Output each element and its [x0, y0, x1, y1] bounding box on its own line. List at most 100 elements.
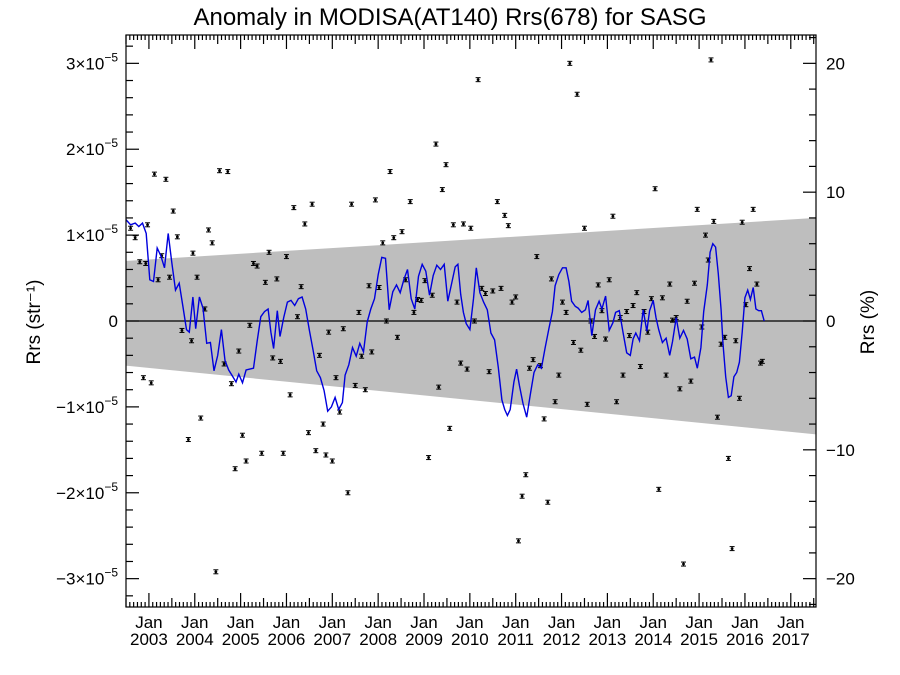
data-point — [394, 334, 400, 340]
y-right-tick-label: 0 — [826, 312, 835, 331]
point-marker — [744, 303, 748, 307]
x-month-label: Jan — [548, 613, 575, 632]
x-year-label: 2014 — [634, 630, 672, 649]
data-point — [595, 282, 601, 288]
data-point — [669, 317, 675, 323]
data-point — [614, 399, 620, 405]
data-point — [280, 450, 286, 456]
data-point — [584, 401, 590, 407]
data-point — [714, 414, 720, 420]
data-point — [167, 274, 173, 280]
point-marker — [646, 330, 650, 334]
data-point — [559, 299, 565, 305]
chart-title: Anomaly in MODISA(AT140) Rrs(678) for SA… — [193, 4, 706, 31]
point-marker — [437, 385, 441, 389]
point-marker — [535, 255, 539, 258]
data-point — [239, 432, 245, 438]
point-marker — [628, 334, 631, 338]
data-point — [422, 278, 428, 284]
point-marker — [353, 384, 357, 387]
data-point — [505, 223, 511, 229]
point-marker — [760, 359, 764, 363]
y-tick-label: 2×10−5 — [66, 136, 118, 159]
x-year-label: 2015 — [680, 630, 718, 649]
point-marker — [279, 359, 282, 363]
data-point — [302, 221, 308, 227]
x-year-label: 2007 — [313, 630, 351, 649]
point-marker — [303, 222, 307, 226]
data-point — [391, 235, 397, 241]
point-marker — [734, 339, 738, 343]
point-marker — [503, 213, 507, 217]
data-point — [340, 326, 346, 332]
point-marker — [727, 457, 730, 460]
point-marker — [740, 220, 744, 224]
data-point — [592, 333, 598, 339]
data-point — [703, 232, 709, 238]
y-axis-left-label: Rrs (str⁻¹) — [24, 280, 45, 365]
x-month-label: Jan — [456, 613, 483, 632]
data-point — [228, 381, 234, 387]
point-marker — [561, 300, 564, 304]
data-point — [326, 329, 332, 335]
point-marker — [430, 293, 434, 297]
data-point — [630, 303, 636, 309]
data-point — [656, 486, 662, 492]
point-marker — [499, 286, 503, 290]
data-point — [694, 206, 700, 212]
y-tick-exponent: −5 — [104, 50, 118, 64]
point-marker — [144, 262, 148, 265]
y-tick-mantissa: −1×10 — [56, 398, 104, 417]
point-marker — [142, 376, 145, 380]
point-marker — [682, 562, 685, 566]
point-marker — [321, 422, 325, 426]
data-point — [376, 285, 382, 291]
point-marker — [203, 307, 207, 311]
data-point — [345, 490, 351, 496]
data-point — [454, 299, 460, 305]
data-point — [729, 546, 735, 552]
x-month-label: Jan — [319, 613, 346, 632]
x-year-label: 2013 — [588, 630, 626, 649]
point-marker — [434, 142, 438, 146]
data-point — [194, 274, 200, 280]
data-point — [733, 338, 739, 344]
point-marker — [263, 280, 267, 284]
data-point — [556, 372, 562, 378]
data-point — [313, 448, 319, 454]
data-point — [482, 291, 488, 297]
data-point — [380, 240, 386, 246]
data-point — [429, 292, 435, 298]
point-marker — [579, 348, 583, 352]
data-point — [637, 364, 643, 370]
point-marker — [639, 365, 642, 368]
point-marker — [133, 236, 137, 240]
data-point — [247, 322, 253, 328]
y-right-tick-label: 10 — [826, 183, 845, 202]
data-point — [747, 266, 753, 272]
data-point — [606, 277, 612, 283]
point-marker — [678, 387, 682, 391]
plot-area — [125, 34, 817, 608]
y-axis-left: 3×10−52×10−51×10−50−1×10−5−2×10−5−3×10−5 — [56, 45, 139, 597]
point-marker — [650, 297, 653, 301]
data-point — [270, 355, 276, 361]
data-point — [137, 259, 143, 265]
data-point — [190, 250, 196, 256]
y-tick-exponent: −5 — [104, 480, 118, 494]
x-month-label: Jan — [685, 613, 712, 632]
point-marker — [255, 264, 259, 268]
point-marker — [459, 361, 463, 365]
y-tick-label: 0 — [109, 312, 118, 331]
point-marker — [377, 286, 381, 289]
data-point — [217, 168, 223, 174]
point-marker — [307, 431, 310, 435]
point-marker — [668, 282, 672, 286]
point-marker — [604, 337, 607, 341]
point-marker — [267, 250, 271, 254]
data-point — [333, 375, 339, 381]
point-marker — [625, 310, 629, 313]
point-marker — [388, 170, 392, 173]
point-marker — [575, 92, 579, 96]
point-marker — [171, 209, 175, 213]
